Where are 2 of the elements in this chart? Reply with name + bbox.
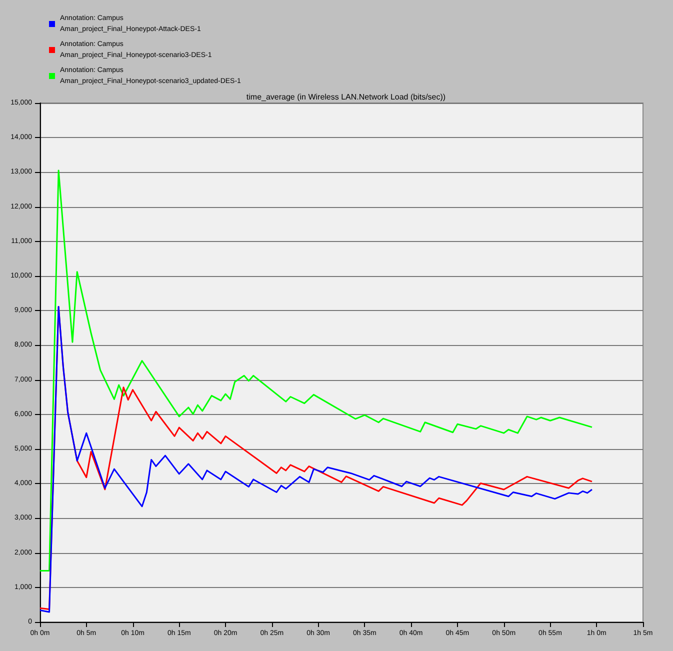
line-series bbox=[39, 170, 593, 572]
chart-title: time_average (in Wireless LAN.Network Load (bits/sec)) bbox=[246, 92, 446, 102]
